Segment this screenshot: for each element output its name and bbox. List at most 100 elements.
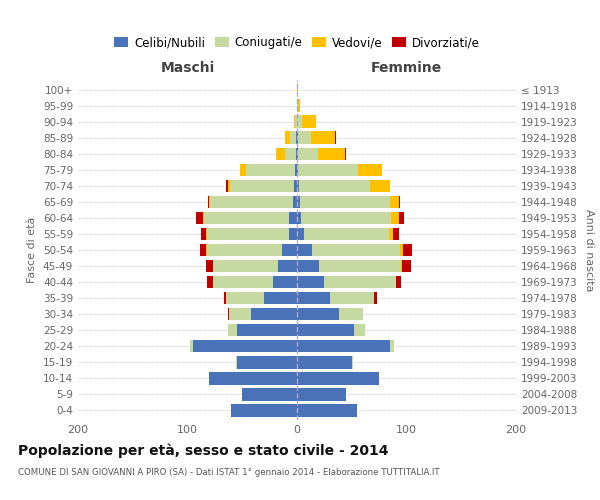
Bar [294,116,295,128]
Bar [242,388,297,400]
Bar [285,148,296,160]
Bar [297,260,319,272]
Bar [206,244,207,256]
Bar [226,180,228,192]
Bar [212,260,278,272]
Bar [403,244,412,256]
Bar [228,324,237,336]
Bar [297,100,298,112]
Bar [399,212,404,224]
Text: Maschi: Maschi [160,61,215,75]
Bar [319,260,401,272]
Bar [230,180,294,192]
Bar [297,212,301,224]
Text: COMUNE DI SAN GIOVANNI A PIRO (SA) - Dati ISTAT 1° gennaio 2014 - Elaborazione T: COMUNE DI SAN GIOVANNI A PIRO (SA) - Dat… [18,468,440,477]
Bar [212,276,273,288]
Bar [335,132,337,144]
Bar [358,164,382,176]
Bar [297,372,379,384]
Bar [298,132,311,144]
Bar [297,244,313,256]
Bar [298,100,300,112]
Bar [237,324,297,336]
Bar [237,356,297,368]
Bar [297,132,298,144]
Bar [296,148,297,160]
Bar [276,148,285,160]
Bar [296,132,297,144]
Bar [193,340,297,352]
Bar [207,276,212,288]
Bar [297,84,298,96]
Bar [295,164,297,176]
Bar [297,356,352,368]
Bar [297,308,338,320]
Bar [297,164,298,176]
Bar [278,260,297,272]
Bar [228,308,229,320]
Bar [390,196,399,208]
Bar [338,308,362,320]
Bar [281,244,297,256]
Bar [273,276,297,288]
Y-axis label: Anni di nascita: Anni di nascita [584,209,594,291]
Bar [211,196,293,208]
Bar [297,116,302,128]
Bar [354,324,365,336]
Bar [226,292,264,304]
Bar [229,308,251,320]
Bar [302,116,316,128]
Bar [297,340,390,352]
Legend: Celibi/Nubili, Coniugati/e, Vedovi/e, Divorziati/e: Celibi/Nubili, Coniugati/e, Vedovi/e, Di… [109,32,485,54]
Bar [297,228,304,240]
Bar [203,212,204,224]
Bar [313,244,400,256]
Bar [370,180,390,192]
Bar [297,404,357,416]
Bar [240,164,245,176]
Bar [400,244,403,256]
Bar [304,228,389,240]
Bar [297,148,298,160]
Text: Femmine: Femmine [371,61,442,75]
Bar [204,212,289,224]
Bar [399,196,400,208]
Bar [206,260,212,272]
Bar [228,180,230,192]
Bar [297,180,299,192]
Bar [295,116,297,128]
Bar [311,132,335,144]
Bar [401,260,402,272]
Bar [209,196,211,208]
Bar [298,148,318,160]
Bar [297,276,325,288]
Bar [232,404,297,416]
Bar [236,356,237,368]
Bar [196,212,203,224]
Bar [345,148,346,160]
Bar [297,388,346,400]
Bar [289,212,297,224]
Bar [352,356,353,368]
Y-axis label: Fasce di età: Fasce di età [28,217,37,283]
Bar [394,228,399,240]
Bar [374,292,377,304]
Bar [209,372,297,384]
Bar [297,196,300,208]
Bar [293,196,297,208]
Bar [330,292,374,304]
Bar [301,212,391,224]
Bar [251,308,297,320]
Bar [206,228,207,240]
Bar [200,228,206,240]
Bar [289,228,297,240]
Bar [297,324,354,336]
Bar [297,292,330,304]
Bar [395,276,401,288]
Bar [390,340,394,352]
Bar [224,292,226,304]
Bar [290,132,296,144]
Bar [245,164,295,176]
Bar [299,180,370,192]
Bar [402,260,411,272]
